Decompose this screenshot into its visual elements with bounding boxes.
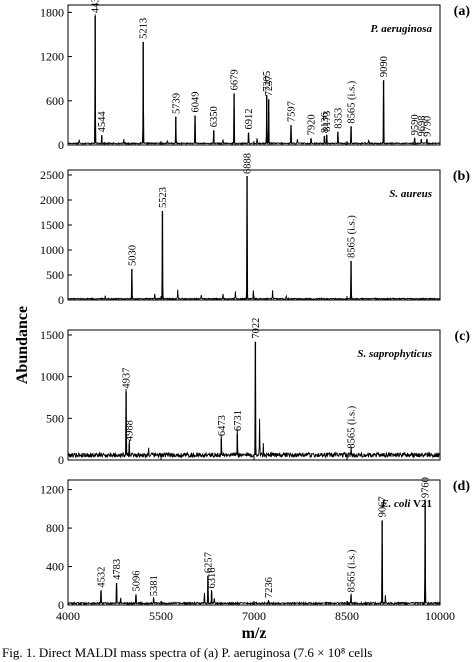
peak-label: 6679 [230,69,241,90]
panel-tag: (d) [453,479,470,494]
y-tick-label: 0 [58,598,64,612]
peak-label: 8565 (i.s.) [347,80,358,123]
peak-label: 7597 [287,101,298,122]
y-tick-label: 500 [46,411,64,425]
peak-label: 6257 [203,552,214,573]
x-tick-label: 7000 [242,609,266,623]
peak-label: 7022 [251,318,262,339]
spectrum-panel: 0 500 1000 1500 4937 4988 6473 6731 7022 8565 (i.… [40,318,470,467]
peak-label: 8173 [322,111,333,132]
plot-frame [67,169,441,301]
y-tick-label: 1000 [40,243,64,257]
y-tick-label: 400 [46,560,64,574]
peak-label: 9698 [417,115,428,136]
peak-label: 9760 [421,477,432,498]
spectrum-trace [67,14,441,146]
peak-label: 4438 [91,0,102,13]
organism-label: S. saprophyticus [357,348,432,360]
y-tick-label: 1200 [40,483,64,497]
peak-label: 5381 [149,575,160,596]
y-tick-label: 800 [46,521,64,535]
peak-label: 6731 [233,410,244,431]
organism-label: S. aureus [389,188,432,200]
peak-label: 9090 [379,56,390,77]
y-tick-label: 0 [58,453,64,467]
panel-tag: (b) [453,169,470,184]
y-tick-label: 600 [46,94,64,108]
peak-label: 5213 [139,18,150,39]
peak-label: 6350 [209,106,220,127]
panel-tag: (c) [454,329,470,344]
spectrum-trace [67,354,441,459]
y-tick-label: 2500 [40,168,64,182]
y-tick-label: 1500 [40,328,64,342]
spectrum-panel: 0 500 1000 1500 2000 2500 5030 5523 6888 8565 (i.… [40,153,470,307]
peak-label: 8136 [320,112,331,133]
peak-label: 9590 [410,114,421,135]
peak-label: 7205 [262,71,273,92]
spectrum-panels: 0 600 1200 1800 4438 4544 5213 5739 6049 6350 6679… [40,0,470,612]
peak-label: 6473 [217,415,228,436]
y-tick-label: 0 [58,293,64,307]
peak-label: 4532 [96,567,107,588]
x-tick-label: 8500 [335,609,359,623]
peak-label: 4544 [97,111,108,133]
peak-label: 5739 [171,93,182,114]
peak-label: 6912 [244,108,255,129]
y-tick-label: 500 [46,268,64,282]
peak-label: 7237 [264,75,275,96]
peak-label: 8565 (i.s.) [347,215,358,258]
y-tick-label: 1200 [40,50,64,64]
peak-label: 9067 [378,496,389,517]
x-tick-label: 10000 [425,609,455,623]
figure-caption: Fig. 1. Direct MALDI mass spectra of (a)… [2,645,372,660]
y-tick-label: 2000 [40,193,64,207]
y-axis-title: Abundance [14,306,31,384]
peak-label: 9790 [422,116,433,137]
peak-label: 6316 [207,568,218,589]
peak-label: 6888 [243,153,254,174]
spectrum-panel: 0 600 1200 1800 4438 4544 5213 5739 6049 6350 6679… [40,0,470,152]
x-axis-title: m/z [242,625,267,642]
organism-label: P. aeruginosa [370,23,432,35]
spectrum-trace [67,499,441,606]
peak-label: 8565 (i.s.) [347,549,358,592]
peak-label: 8565 (i.s.) [347,405,358,448]
peak-label: 8353 [333,108,344,129]
spectrum-trace [67,193,441,301]
peak-label: 5030 [127,245,138,266]
y-tick-label: 1800 [40,5,64,19]
y-tick-label: 0 [58,138,64,152]
peak-label: 7920 [307,114,318,135]
peak-label: 4988 [125,420,136,441]
x-tick-label: 5500 [149,609,173,623]
panel-tag: (a) [454,4,471,19]
peak-label: 6049 [191,92,202,113]
organism-label: E. coli V21 [380,498,432,510]
y-tick-label: 1500 [40,218,64,232]
peak-label: 5523 [158,187,169,208]
x-tick-label: 4000 [56,609,80,623]
peak-label: 4937 [122,368,133,389]
peak-label: 7236 [264,577,275,598]
peak-label: 5096 [131,570,142,591]
y-tick-label: 1000 [40,370,64,384]
x-axis-tick-labels: 4000 5500 7000 8500 10000 [56,609,455,623]
peak-label: 4783 [112,559,123,580]
